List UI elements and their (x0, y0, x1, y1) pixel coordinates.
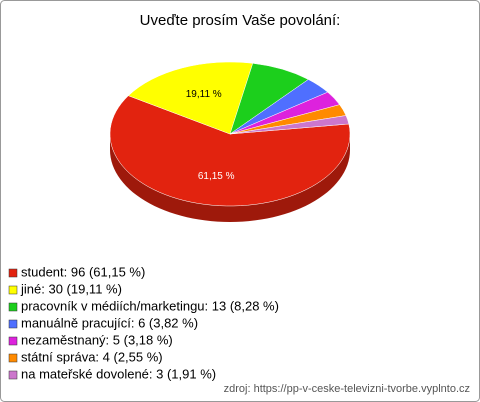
legend-swatch (8, 319, 18, 329)
legend-label: manuálně pracující: 6 (3,82 %) (21, 315, 198, 330)
legend-label: jiné: 30 (19,11 %) (20, 281, 122, 296)
legend-label: státní správa: 4 (2,55 %) (21, 349, 163, 364)
legend-swatch (8, 353, 18, 363)
legend-label: nezaměstnaný: 5 (3,18 %) (21, 332, 173, 347)
chart-title: Uveďte prosím Vaše povolání: (140, 12, 341, 29)
slice (229, 115, 350, 135)
legend-label: student: 96 (61,15 %) (21, 264, 145, 279)
slice (109, 95, 351, 207)
legend-swatch (8, 370, 18, 380)
legend-label: na mateřské dovolené: 3 (1,91 %) (21, 366, 216, 381)
data-label: 61,15 % (198, 171, 235, 182)
source: zdroj: https://pp-v-ceske-televizni-tvor… (224, 383, 470, 395)
slice (127, 61, 254, 135)
legend-swatch (8, 268, 18, 278)
legend-swatch (8, 302, 18, 312)
slice-side (110, 134, 350, 222)
data-label: 19,11 % (186, 89, 222, 100)
legend-swatch (8, 285, 18, 295)
legend-label: pracovník v médiích/marketingu: 13 (8,28… (21, 298, 279, 313)
legend-swatch (8, 336, 18, 346)
